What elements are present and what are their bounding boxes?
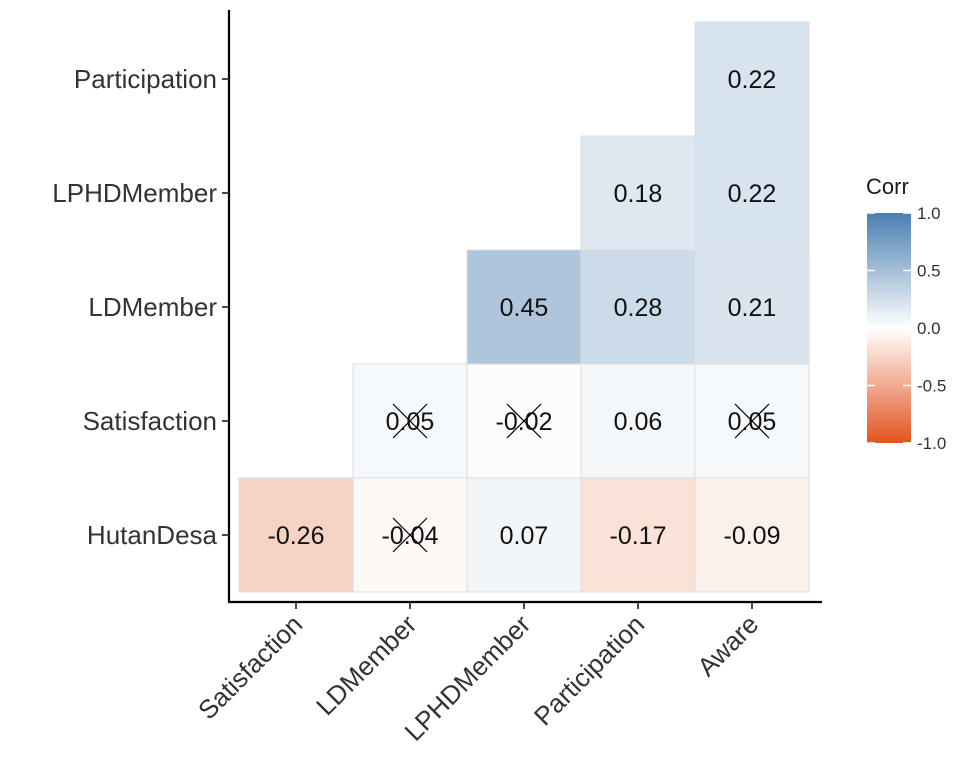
y-tick-label: LDMember — [88, 292, 217, 322]
cell-value-label: 0.07 — [500, 522, 549, 550]
cell-value-label: 0.06 — [614, 408, 663, 436]
cell-value-label: 0.22 — [728, 66, 777, 94]
legend-tick-label: -0.5 — [917, 377, 946, 396]
tiles-layer — [238, 21, 810, 593]
heatmap-tile — [694, 21, 810, 137]
heatmap-tile — [694, 249, 810, 365]
cell-value-label: -0.26 — [268, 522, 325, 550]
y-tick-label: Participation — [74, 64, 217, 94]
heatmap-tile — [580, 135, 696, 251]
cell-value-label: 0.18 — [614, 180, 663, 208]
heatmap-tile — [238, 477, 354, 593]
cell-value-label: 0.05 — [728, 408, 777, 436]
heatmap-tile — [694, 477, 810, 593]
x-tick-label: Participation — [528, 609, 650, 731]
x-tick-label: Satisfaction — [192, 609, 308, 725]
heatmap-tile — [466, 249, 582, 365]
cell-value-label: 0.22 — [728, 180, 777, 208]
legend: Corr 1.0 0.5 0.0 -0.5 -1.0 — [866, 174, 946, 453]
insignificance-cross-line — [506, 403, 542, 439]
cell-value-label: -0.17 — [610, 522, 667, 550]
cell-value-label: 0.28 — [614, 294, 663, 322]
heatmap-tile — [580, 477, 696, 593]
y-tick-label: LPHDMember — [52, 178, 217, 208]
legend-tick-label: 1.0 — [917, 204, 941, 223]
y-tick-label: Satisfaction — [83, 406, 217, 436]
insignificance-cross-line — [392, 403, 428, 439]
x-tick-label: Aware — [691, 609, 764, 682]
cell-value-label: -0.02 — [496, 408, 553, 436]
legend-tick-label: -1.0 — [917, 434, 946, 453]
legend-title: Corr — [866, 174, 909, 199]
insignificance-marks-layer — [392, 403, 770, 553]
legend-tick-label: 0.5 — [917, 262, 941, 281]
cell-labels-layer: -0.26 -0.04 0.07 -0.17 -0.09 0.05 -0.02 0.06 0.0… — [268, 66, 781, 550]
cell-value-label: 0.05 — [386, 408, 435, 436]
cell-value-label: -0.09 — [724, 522, 781, 550]
cell-value-label: -0.04 — [382, 522, 439, 550]
insignificance-cross-line — [392, 517, 428, 553]
cell-value-label: 0.45 — [500, 294, 549, 322]
legend-tick-label: 0.0 — [917, 319, 941, 338]
cell-value-label: 0.21 — [728, 294, 777, 322]
x-tick-label: LDMember — [310, 609, 422, 721]
y-tick-label: HutanDesa — [87, 520, 218, 550]
insignificance-cross-line — [734, 403, 770, 439]
heatmap-tile — [580, 363, 696, 479]
